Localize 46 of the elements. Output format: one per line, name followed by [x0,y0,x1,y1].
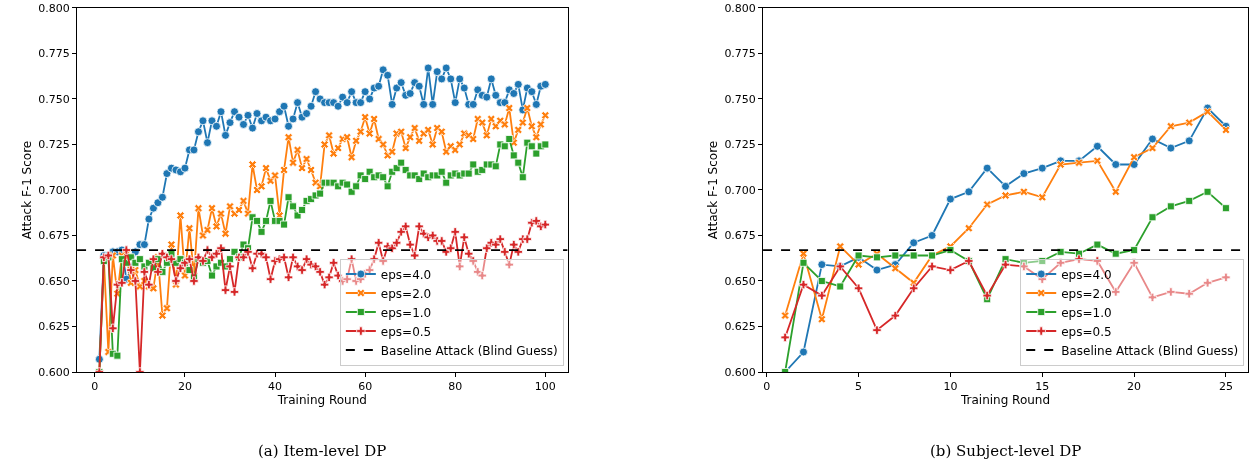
legend-label: eps=4.0 [380,267,432,282]
text: (b) Subject-level DP [930,442,1082,460]
y-tick-label: 0.750 [724,92,756,106]
x-axis-title: Training Round [959,393,1051,408]
legend-label: eps=1.0 [1061,305,1112,320]
y-tick-label: 0.775 [38,47,70,61]
legend-label: eps=4.0 [1061,267,1112,282]
y-tick-label: 0.700 [38,183,70,197]
text: (a) Item-level DP [258,442,387,460]
x-axis-title: Training Round [276,393,367,408]
legend-label: eps=1.0 [380,305,432,320]
legend-label: Baseline Attack (Blind Guess) [380,343,558,358]
x-tick-label: 15 [1035,380,1050,394]
y-tick-label: 0.725 [38,138,70,152]
x-tick-label: 5 [855,380,863,394]
y-tick-label: 0.600 [38,365,70,379]
legend-label: eps=0.5 [380,324,432,339]
y-tick-label: 0.625 [724,320,756,334]
y-tick-label: 0.650 [724,274,756,288]
x-tick-label: 60 [358,380,373,394]
y-tick-label: 0.775 [724,47,756,61]
y-tick-label: 0.625 [38,320,70,334]
x-tick-label: 0 [91,380,99,394]
x-tick-label: 10 [943,380,958,394]
y-tick-label: 0.675 [38,229,70,243]
y-tick-label: 0.650 [38,274,70,288]
y-tick-label: 0.600 [724,365,756,379]
y-axis-title: Attack F-1 Score [19,140,34,240]
y-tick-label: 0.750 [38,92,70,106]
x-tick-label: 20 [177,380,192,394]
y-tick-label: 0.800 [38,1,70,15]
x-tick-label: 20 [1127,380,1142,394]
x-tick-label: 25 [1218,380,1233,394]
y-axis-title: Attack F-1 Score [705,140,720,240]
x-tick-label: 80 [448,380,463,394]
x-tick-label: 100 [534,380,556,394]
y-tick-label: 0.800 [724,1,756,15]
legend-label: eps=2.0 [1061,286,1112,301]
legend-label: Baseline Attack (Blind Guess) [1061,343,1239,358]
y-tick-label: 0.725 [724,138,756,152]
y-tick-label: 0.675 [724,229,756,243]
x-tick-label: 0 [763,380,771,394]
legend-label: eps=0.5 [1061,324,1112,339]
y-tick-label: 0.700 [724,183,756,197]
x-tick-label: 40 [268,380,283,394]
legend-label: eps=2.0 [380,286,432,301]
